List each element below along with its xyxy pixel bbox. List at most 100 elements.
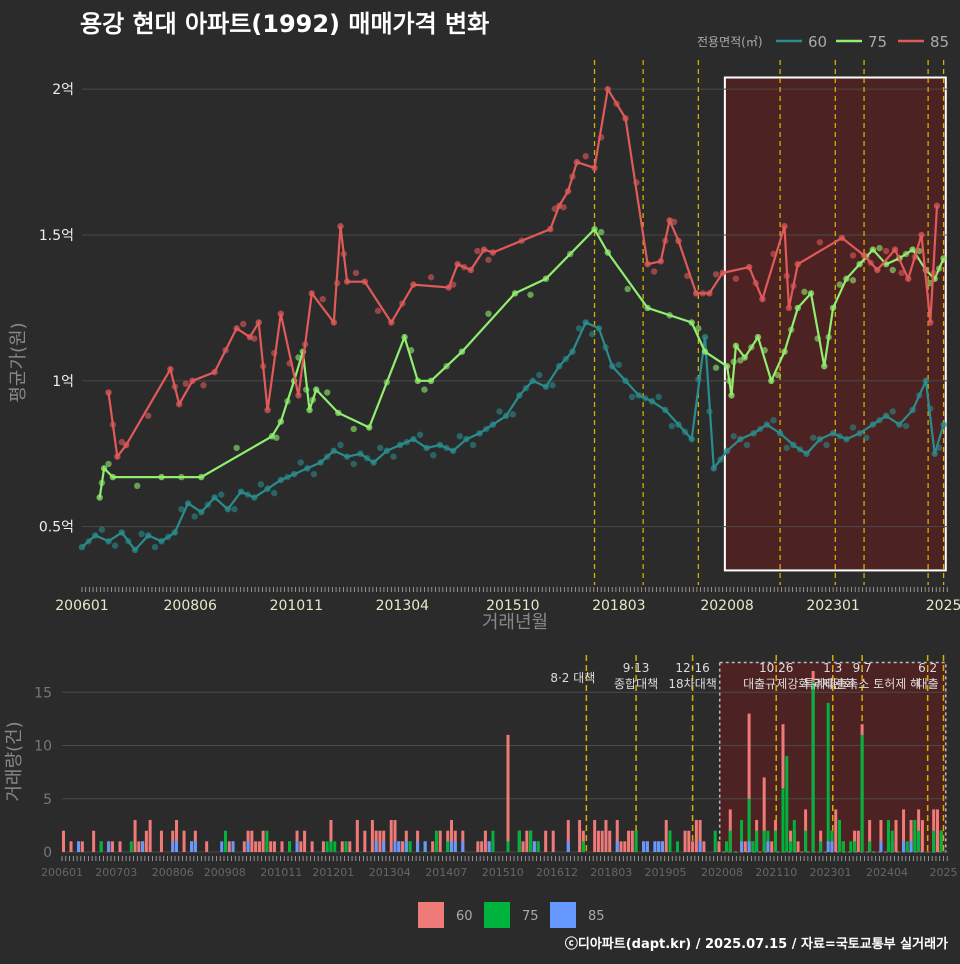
data-point xyxy=(134,482,141,490)
bar-60 xyxy=(144,830,148,852)
bar-60 xyxy=(834,809,838,852)
bar-75 xyxy=(811,681,815,852)
data-point xyxy=(898,269,905,277)
bar-85 xyxy=(190,841,194,852)
bar-60 xyxy=(62,830,66,852)
bar-85 xyxy=(175,841,179,852)
bar-75 xyxy=(581,841,585,852)
data-point xyxy=(810,434,817,441)
annotation-text: 대출규제강화 xyxy=(743,677,809,691)
bar-85 xyxy=(747,841,751,852)
bar-60 xyxy=(254,841,258,852)
bar-85 xyxy=(740,841,744,852)
bar-60 xyxy=(691,841,695,852)
bar-60 xyxy=(272,841,276,852)
bar-60 xyxy=(698,820,702,852)
data-point xyxy=(251,335,258,342)
data-point xyxy=(670,218,678,226)
data-point xyxy=(549,382,556,389)
bar-75 xyxy=(536,841,540,852)
bar-60 xyxy=(694,820,698,852)
data-point xyxy=(416,431,424,438)
x-tick-label: 201011 xyxy=(270,598,323,614)
bar-60 xyxy=(148,820,152,852)
legend-label: 75 xyxy=(522,909,539,924)
annotation-text: 10.26 xyxy=(759,661,793,675)
bar-60 xyxy=(894,820,898,852)
bar-75 xyxy=(506,841,510,852)
annotation-text: 1.3 xyxy=(823,661,842,675)
bar-75 xyxy=(265,830,269,852)
bar-75 xyxy=(762,830,766,852)
bar-60 xyxy=(581,830,585,852)
bar-75 xyxy=(826,702,830,852)
x-tick-label: 2025 xyxy=(926,598,960,614)
x-tick-label: 200601 xyxy=(41,866,83,879)
bar-75 xyxy=(223,830,227,852)
legend-label: 75 xyxy=(868,33,887,51)
annotation-text: 규제완화 xyxy=(811,677,855,691)
data-point xyxy=(889,408,896,415)
x-tick-label: 202301 xyxy=(806,598,859,614)
bar-75 xyxy=(905,841,909,852)
data-point xyxy=(427,274,435,281)
data-point xyxy=(98,526,106,533)
bar-60 xyxy=(227,841,231,852)
bar-75 xyxy=(325,841,329,852)
bar-60 xyxy=(450,820,454,852)
bar-60 xyxy=(593,820,597,852)
bar-75 xyxy=(728,830,732,852)
bar-60 xyxy=(600,830,604,852)
bar-75 xyxy=(129,841,133,852)
bar-60 xyxy=(92,830,96,852)
bar-75 xyxy=(747,798,751,852)
legend-title: 전용면적(㎡) xyxy=(697,35,763,49)
x-tick-label: 202301 xyxy=(809,866,851,879)
x-tick-label: 202404 xyxy=(866,866,908,879)
data-point xyxy=(849,424,857,431)
series-75 xyxy=(96,225,947,501)
y-tick-label: 1.5억 xyxy=(39,228,74,244)
bar-75 xyxy=(860,734,864,852)
bar-85 xyxy=(657,841,661,852)
bar-60 xyxy=(596,830,600,852)
bar-60 xyxy=(868,820,872,852)
data-point xyxy=(233,444,240,452)
data-point xyxy=(456,433,463,440)
annotation-text: 대출 xyxy=(917,677,939,691)
bar-75 xyxy=(830,830,834,852)
annotation-text: 6.2 xyxy=(918,661,937,675)
bar-60 xyxy=(370,820,374,852)
annotation-text: 종합대책 xyxy=(614,676,658,691)
legend: 전용면적(㎡) 60 75 85 xyxy=(697,33,949,51)
bar-75 xyxy=(789,841,793,852)
data-point xyxy=(350,460,357,468)
data-point xyxy=(509,411,516,418)
x-axis-label: 거래년월 xyxy=(482,612,548,633)
bar-75 xyxy=(668,830,672,852)
x-tick-label: 201803 xyxy=(590,866,632,879)
data-point xyxy=(105,460,112,468)
bar-60 xyxy=(382,830,386,852)
bar-60 xyxy=(630,830,634,852)
bar-60 xyxy=(80,841,84,852)
data-point xyxy=(536,371,543,379)
bar-85 xyxy=(393,841,397,852)
x-tick-label: 200908 xyxy=(204,866,246,879)
bar-75 xyxy=(781,788,785,852)
series-85 xyxy=(105,85,941,460)
bar-60 xyxy=(578,820,582,852)
bar-60 xyxy=(182,830,186,852)
data-point xyxy=(876,244,883,252)
bar-85 xyxy=(107,841,111,852)
bar-60 xyxy=(627,830,631,852)
bar-60 xyxy=(193,830,197,852)
data-point xyxy=(273,434,280,441)
y-axis-label: 거래량(건) xyxy=(4,721,25,801)
bar-60 xyxy=(329,820,333,852)
bar-75 xyxy=(785,756,789,852)
x-tick-label: 201304 xyxy=(369,866,411,879)
data-point xyxy=(801,288,808,296)
